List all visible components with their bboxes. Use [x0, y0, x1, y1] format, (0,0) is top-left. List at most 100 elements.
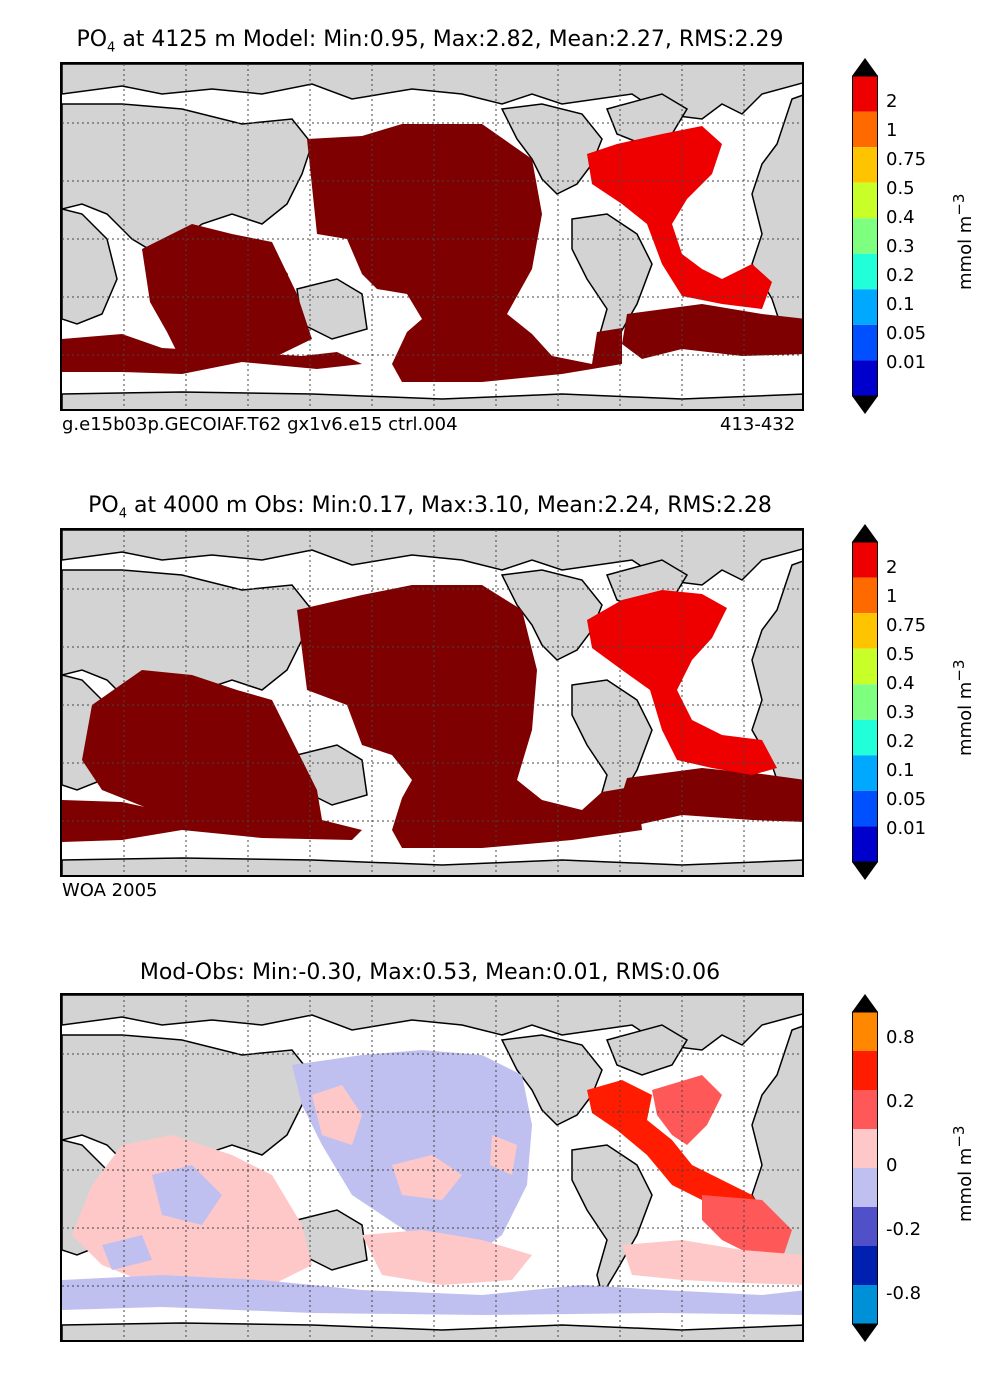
colorbar-tick-label: 0.4: [886, 207, 915, 228]
colorbar-unit-diff: mmol m−3: [950, 1126, 976, 1222]
colorbar-segment: [852, 542, 878, 578]
colorbar-segment: [852, 613, 878, 649]
unit-text: mmol m: [955, 681, 976, 756]
colorbar-extend-min: [852, 862, 878, 880]
panel-title-diff: Mod-Obs: Min:-0.30, Max:0.53, Mean:0.01,…: [0, 960, 860, 985]
map-gridlines: [62, 64, 802, 409]
model-pacific-fill: [307, 124, 622, 382]
map-model: [60, 62, 804, 411]
title-text: at 4125 m Model: Min:0.95, Max:2.82, Mea…: [115, 27, 784, 52]
title-text: at 4000 m Obs: Min:0.17, Max:3.10, Mean:…: [126, 493, 772, 518]
colorbar-segment: [852, 1285, 878, 1324]
map-model-svg: [62, 64, 802, 409]
colorbar-frame: [852, 541, 878, 863]
colorbar-tick-label: 0.1: [886, 294, 915, 315]
obs-pacific-fill: [297, 585, 642, 848]
obs-indian-fill: [82, 670, 322, 830]
colorbar-segment: [852, 1246, 878, 1285]
colorbar-segment: [852, 1090, 878, 1129]
colorbar-tick-label: 1: [886, 120, 898, 141]
unit-text: mmol m: [955, 1147, 976, 1222]
model-southern-fill: [62, 334, 362, 374]
colorbar-extend-max: [852, 524, 878, 542]
colorbar-tick-label: -0.2: [886, 1219, 922, 1240]
colorbar-tick-label: 0.01: [886, 352, 927, 373]
colorbar-segment: [852, 1012, 878, 1051]
colorbar-frame: [852, 75, 878, 397]
colorbar-tick-label: 0.5: [886, 178, 915, 199]
colorbar-tick-label: 0.05: [886, 789, 927, 810]
diff-southern-mix: [62, 1275, 802, 1315]
panel-title-obs: PO4 at 4000 m Obs: Min:0.17, Max:3.10, M…: [0, 493, 860, 521]
colorbar-tick-label: 0: [886, 1155, 898, 1176]
colorbar-segment: [852, 218, 878, 254]
colorbar-segment: [852, 790, 878, 827]
title-text: Mod-Obs: Min:-0.30, Max:0.53, Mean:0.01,…: [139, 960, 721, 985]
colorbar-tick-label: 0.75: [886, 149, 927, 170]
colorbar-tick-label: 0.3: [886, 236, 915, 257]
colorbar-frame: [852, 1011, 878, 1325]
title-prefix: PO: [76, 27, 108, 52]
panel-title-model: PO4 at 4125 m Model: Min:0.95, Max:2.82,…: [0, 27, 860, 55]
colorbar-extend-max: [852, 58, 878, 76]
title-prefix: PO: [88, 493, 119, 518]
map-gridlines: [62, 530, 802, 875]
colorbar-segment: [852, 684, 878, 720]
colorbar-segment: [852, 76, 878, 112]
colorbar-unit-obs: mmol m−3: [950, 660, 976, 756]
unit-sup: −3: [950, 1125, 968, 1148]
colorbar-segment: [852, 147, 878, 183]
colorbar-diff-svg: [852, 994, 878, 1342]
colorbar-tick-label: 0.5: [886, 644, 915, 665]
colorbar-extend-max: [852, 994, 878, 1012]
unit-sup: −3: [950, 659, 968, 682]
caption-left-obs: WOA 2005: [62, 880, 158, 901]
diff-atlantic-strong: [587, 1080, 762, 1220]
colorbar-model: [852, 58, 878, 414]
colorbar-tick-label: 1: [886, 586, 898, 607]
diff-south-atlantic-pos: [622, 1240, 802, 1285]
colorbar-segment: [852, 648, 878, 685]
colorbar-segment: [852, 1051, 878, 1090]
colorbar-tick-label: 2: [886, 557, 898, 578]
colorbar-tick-label: 2: [886, 91, 898, 112]
colorbar-segment: [852, 182, 878, 219]
colorbar-tick-label: 0.2: [886, 731, 915, 752]
title-subscript: 4: [118, 506, 127, 522]
colorbar-segment: [852, 577, 878, 614]
map-diff: [60, 993, 804, 1342]
unit-sup: −3: [950, 193, 968, 216]
colorbar-segment: [852, 111, 878, 148]
colorbar-tick-label: 0.8: [886, 1027, 915, 1048]
colorbar-extend-min: [852, 1324, 878, 1342]
colorbar-obs: [852, 524, 878, 880]
map-obs: [60, 528, 804, 877]
colorbar-tick-label: 0.01: [886, 818, 927, 839]
unit-text: mmol m: [955, 215, 976, 290]
map-diff-svg: [62, 995, 802, 1340]
colorbar-tick-label: 0.2: [886, 265, 915, 286]
colorbar-extend-min: [852, 396, 878, 414]
colorbar-segment: [852, 253, 878, 290]
colorbar-tick-label: 0.05: [886, 323, 927, 344]
colorbar-segment: [852, 360, 878, 396]
colorbar-diff: [852, 994, 878, 1342]
title-subscript: 4: [107, 40, 116, 56]
diff-atlantic-pos: [652, 1075, 792, 1260]
caption-left-model: g.e15b03p.GECOIAF.T62 gx1v6.e15 ctrl.004: [62, 414, 458, 435]
colorbar-tick-label: 0.75: [886, 615, 927, 636]
colorbar-segment: [852, 1207, 878, 1246]
colorbar-tick-label: 0.1: [886, 760, 915, 781]
colorbar-segment: [852, 826, 878, 862]
colorbar-obs-svg: [852, 524, 878, 880]
model-south-atlantic-fill: [622, 304, 802, 359]
colorbar-tick-label: 0.4: [886, 673, 915, 694]
diff-indian-neg: [102, 1165, 222, 1270]
colorbar-tick-label: 0.2: [886, 1091, 915, 1112]
map-gridlines: [62, 995, 802, 1340]
colorbar-segment: [852, 289, 878, 325]
obs-atlantic-fill: [587, 590, 777, 775]
colorbar-segment: [852, 1168, 878, 1207]
map-obs-svg: [62, 530, 802, 875]
colorbar-model-svg: [852, 58, 878, 414]
